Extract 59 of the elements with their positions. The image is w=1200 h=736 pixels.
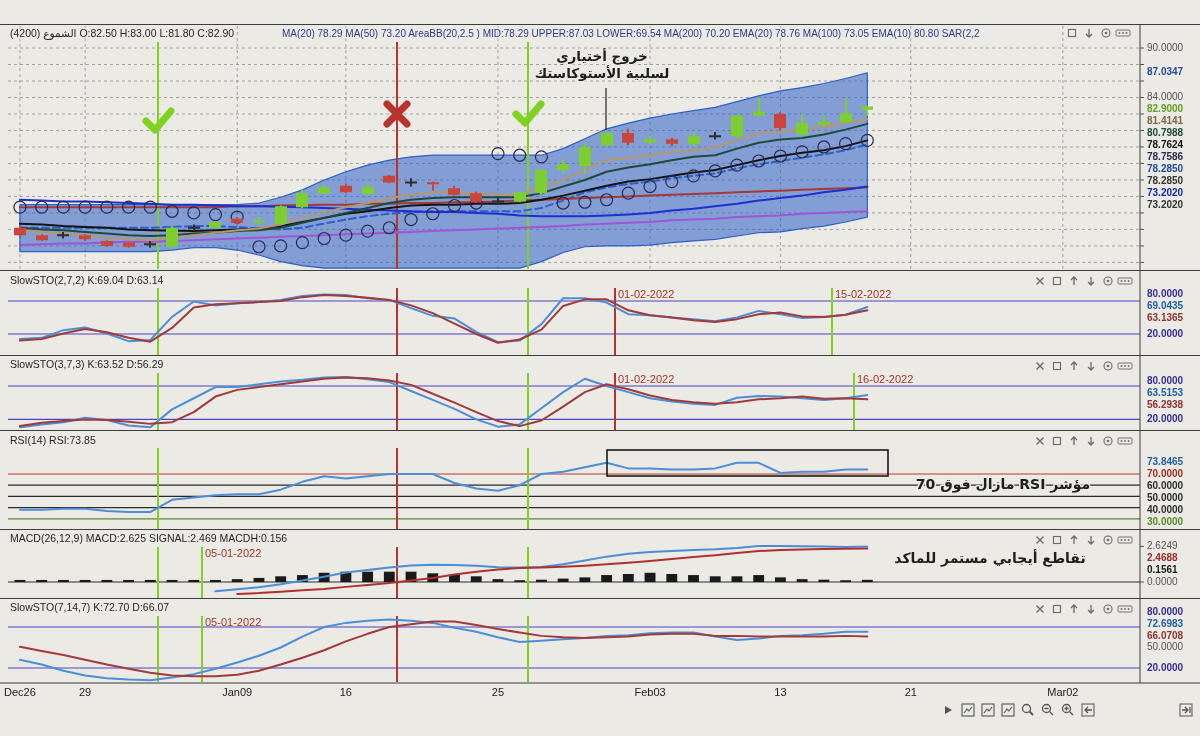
- chart-subtitle: MA(20) 78.29 MA(50) 73.20 AreaBB(20,2.5 ) MID:78.29 UPPER:87.03 LOWER:69.54 MA(200) 70.20 EMA(20) 78.76 MA(100) 73.05 EMA(10) 80.80 SAR(2,2: [282, 28, 981, 39]
- text: تقاطع أيجابي مستمر للماكد: [894, 549, 1086, 567]
- x-tick-label: 13: [774, 685, 787, 698]
- ref-line-label: 80.0000: [1147, 287, 1184, 299]
- text: 66.0708: [1147, 629, 1184, 641]
- x-tick-label: 29: [79, 685, 92, 698]
- text: 2.4688: [1147, 551, 1179, 563]
- ref-line-label: 70.0000: [1147, 467, 1184, 479]
- y-tick-label: 2.6249: [1147, 540, 1179, 552]
- x-tick-label: Jan09: [222, 685, 253, 698]
- y-tick-label: 84.0000: [1147, 91, 1184, 103]
- chart-title: MACD(26,12,9) MACD:2.625 SIGNAL:2.469 MACDH:0.156: [10, 532, 288, 544]
- x-tick-label: 25: [491, 685, 505, 698]
- chart-title: SlowSTO(2,7,2) K:69.04 D:63.14: [10, 274, 164, 286]
- x-tick-label: Dec26: [4, 685, 36, 698]
- chart-title: الشموع (4200) O:82.50 H:83.00 L:81.80 C:82.90: [10, 27, 235, 40]
- chart-title: SlowSTO(3,7,3) K:63.52 D:56.29: [10, 358, 164, 370]
- annotation: خروج أختياري لسلبية الأستوكاستك: [534, 48, 670, 81]
- annotation: 01-02-2022: [618, 287, 675, 300]
- ref-line-label: 20.0000: [1147, 413, 1184, 425]
- text: 81.4141: [1147, 114, 1184, 126]
- annotation: 01-02-2022: [618, 372, 675, 385]
- chart-title: RSI(14) RSI:73.85: [10, 434, 96, 446]
- text: 78.2850: [1147, 162, 1184, 174]
- ref-line-label: 50.0000: [1147, 491, 1184, 503]
- text: 0.1561: [1147, 564, 1179, 576]
- text: 73.8465: [1147, 455, 1184, 467]
- chart-title: SlowSTO(7,14,7) K:72.70 D:66.07: [10, 601, 170, 613]
- text: 78.7624: [1147, 138, 1184, 150]
- ref-line-label: 20.0000: [1147, 327, 1184, 339]
- ref-line-label: 80.0000: [1147, 375, 1184, 387]
- text: 72.6983: [1147, 617, 1184, 629]
- ref-line-label: 20.0000: [1147, 661, 1184, 673]
- x-tick-label: Feb03: [634, 685, 666, 698]
- annotation: 15-02-2022: [835, 287, 892, 300]
- x-tick-label: Mar02: [1047, 685, 1079, 698]
- ref-line-label: 60.0000: [1147, 479, 1184, 491]
- ref-line-label: 40.0000: [1147, 503, 1184, 515]
- text: 63.5153: [1147, 387, 1184, 399]
- x-tick-label: 21: [904, 685, 917, 698]
- y-tick-label: 0.0000: [1147, 575, 1179, 587]
- annotation: 16-02-2022: [857, 372, 914, 385]
- y-tick-label: 90.0000: [1147, 41, 1184, 53]
- text: 80.7988: [1147, 126, 1184, 138]
- text: 50.0000: [1147, 641, 1184, 653]
- ref-line-label: 80.0000: [1147, 605, 1184, 617]
- annotation: 05-01-2022: [205, 546, 262, 559]
- ref-line-label: 30.0000: [1147, 515, 1184, 527]
- text: 87.0347: [1147, 66, 1184, 78]
- text: 63.1365: [1147, 311, 1184, 323]
- text: 69.0435: [1147, 299, 1184, 311]
- annotation: 05-01-2022: [205, 615, 262, 628]
- x-tick-label: 16: [339, 685, 352, 698]
- text: 78.2850: [1147, 174, 1184, 186]
- text: 73.2020: [1147, 198, 1184, 210]
- text: 56.2938: [1147, 399, 1184, 411]
- text: 78.7586: [1147, 150, 1184, 162]
- text: 73.2020: [1147, 186, 1184, 198]
- text: 82.9000: [1147, 102, 1184, 114]
